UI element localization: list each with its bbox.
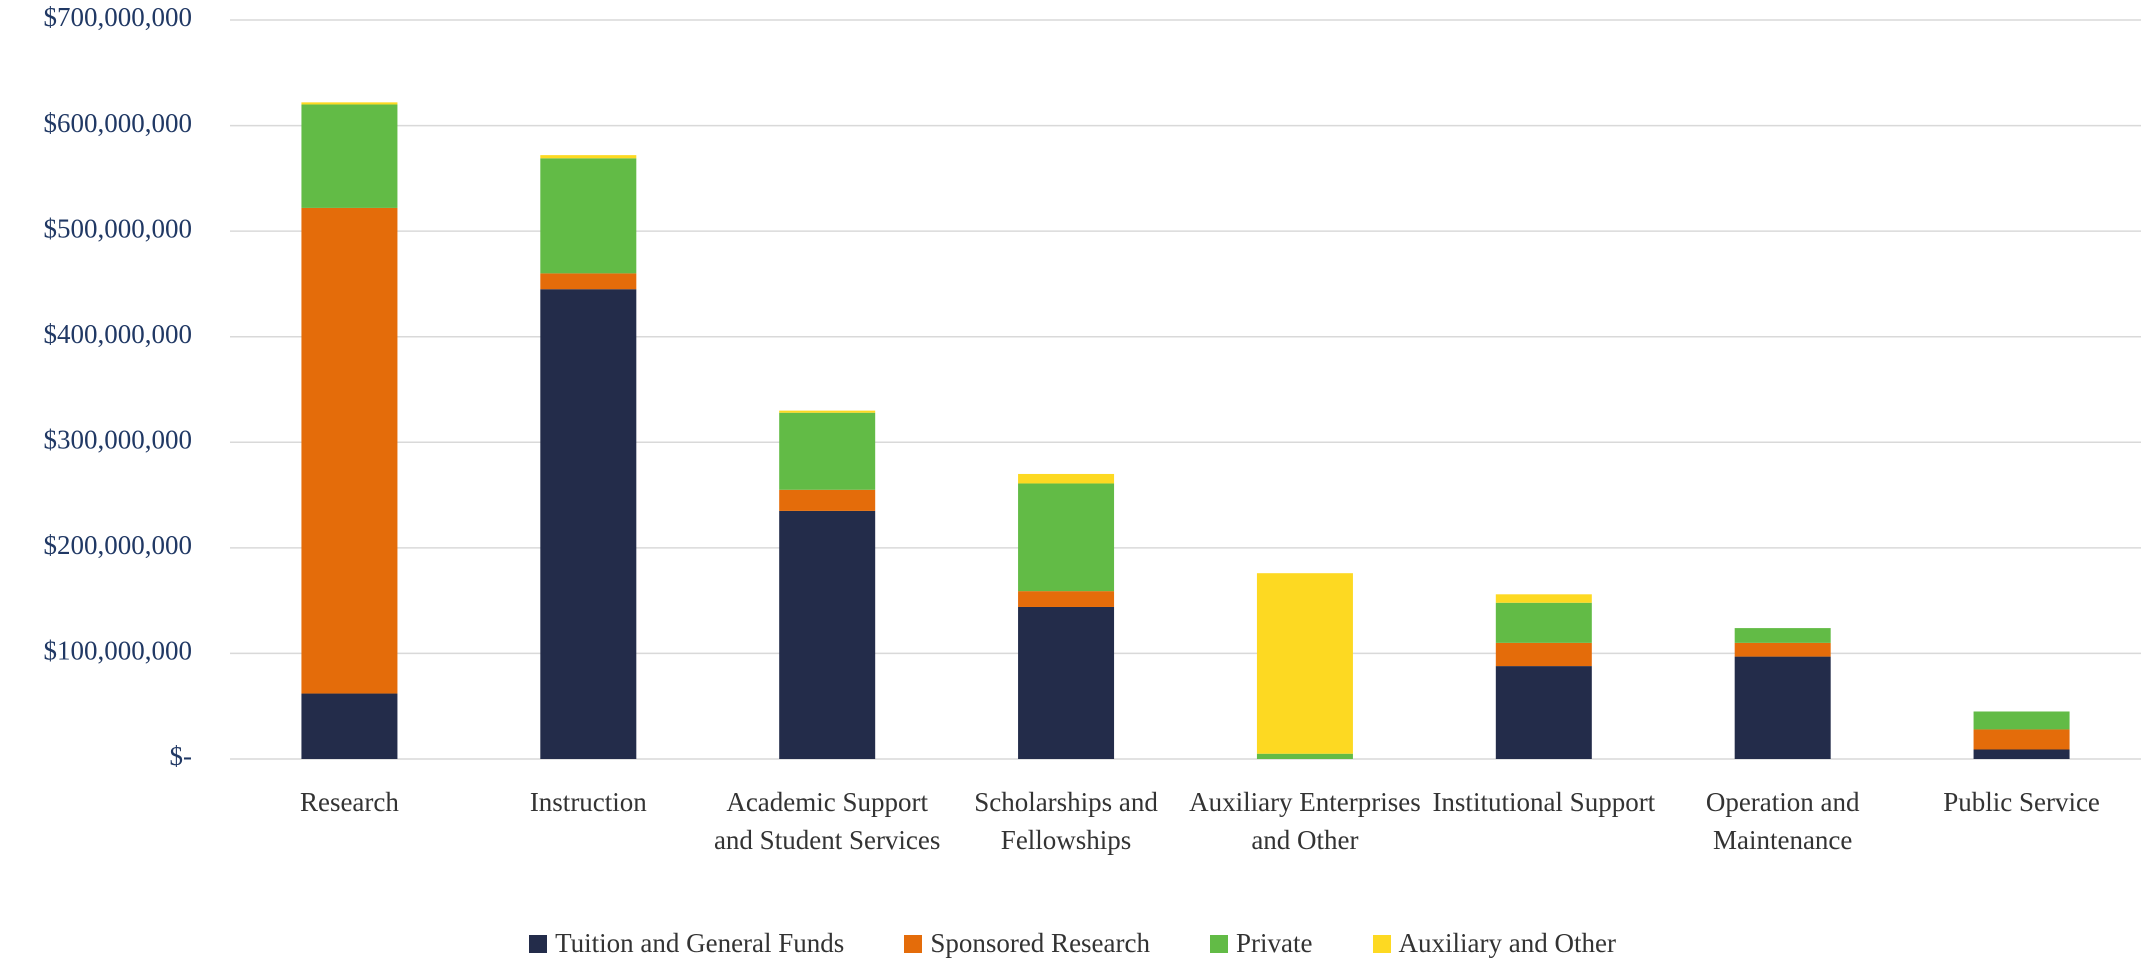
legend-item: Private bbox=[1210, 928, 1313, 959]
y-tick-label: $500,000,000 bbox=[44, 213, 193, 243]
bar-segment bbox=[540, 158, 637, 274]
bar-segment bbox=[301, 102, 398, 105]
bar-segment bbox=[1018, 483, 1115, 592]
bar-segment bbox=[779, 489, 876, 511]
bar-segment bbox=[1734, 642, 1831, 657]
x-tick-label: Instruction bbox=[529, 787, 647, 817]
y-tick-label: $400,000,000 bbox=[44, 319, 193, 349]
bar-segment bbox=[1734, 628, 1831, 643]
y-tick-label: $600,000,000 bbox=[44, 108, 193, 138]
legend-label: Private bbox=[1236, 928, 1313, 958]
x-tick-label: Auxiliary Enterprises and Other bbox=[1189, 787, 1421, 855]
y-tick-label: $200,000,000 bbox=[44, 530, 193, 560]
legend-item: Tuition and General Funds bbox=[529, 928, 844, 959]
legend: Tuition and General Funds Sponsored Resea… bbox=[0, 928, 2145, 959]
bar-segment bbox=[779, 412, 876, 490]
legend-label: Auxiliary and Other bbox=[1398, 928, 1616, 958]
y-tick-label: $100,000,000 bbox=[44, 636, 193, 666]
bar-segment bbox=[1973, 711, 2070, 730]
bar-segment bbox=[1256, 573, 1353, 754]
bar-segment bbox=[1973, 729, 2070, 750]
bar-segment bbox=[1495, 602, 1592, 643]
bar-segment bbox=[1973, 749, 2070, 759]
y-tick-label: $700,000,000 bbox=[44, 2, 193, 32]
bar-segment bbox=[1256, 753, 1353, 759]
legend-swatch bbox=[1372, 934, 1391, 953]
legend-swatch bbox=[529, 934, 548, 953]
bar-segment bbox=[540, 289, 637, 759]
bar-segment bbox=[1495, 666, 1592, 759]
x-tick-label: Academic Support and Student Services bbox=[713, 787, 941, 855]
legend-label: Sponsored Research bbox=[930, 928, 1151, 958]
bar-segment bbox=[1018, 473, 1115, 484]
bar-segment bbox=[1495, 642, 1592, 667]
bar-segment bbox=[301, 207, 398, 694]
bar-segment bbox=[540, 155, 637, 159]
bar-segment bbox=[1018, 606, 1115, 759]
x-tick-label: Public Service bbox=[1943, 787, 2100, 817]
x-tick-label: Operation and Maintenance bbox=[1705, 787, 1860, 855]
x-tick-label: Scholarships and Fellowships bbox=[974, 787, 1158, 855]
bar-segment bbox=[779, 410, 876, 413]
bar-segment bbox=[540, 273, 637, 290]
legend-swatch bbox=[1210, 934, 1229, 953]
y-tick-label: $300,000,000 bbox=[44, 424, 193, 454]
bar-segment bbox=[1495, 594, 1592, 603]
bar-segment bbox=[779, 510, 876, 759]
x-tick-label: Research bbox=[299, 787, 399, 817]
x-tick-label: Institutional Support bbox=[1432, 787, 1656, 817]
bar-segment bbox=[1734, 656, 1831, 759]
y-tick-label: $- bbox=[170, 741, 193, 771]
legend-item: Sponsored Research bbox=[904, 928, 1150, 959]
bar-segment bbox=[301, 693, 398, 759]
legend-swatch bbox=[904, 934, 923, 953]
bar-segment bbox=[301, 104, 398, 208]
bar-segment bbox=[1018, 591, 1115, 607]
legend-label: Tuition and General Funds bbox=[555, 928, 845, 958]
legend-item: Auxiliary and Other bbox=[1372, 928, 1616, 959]
